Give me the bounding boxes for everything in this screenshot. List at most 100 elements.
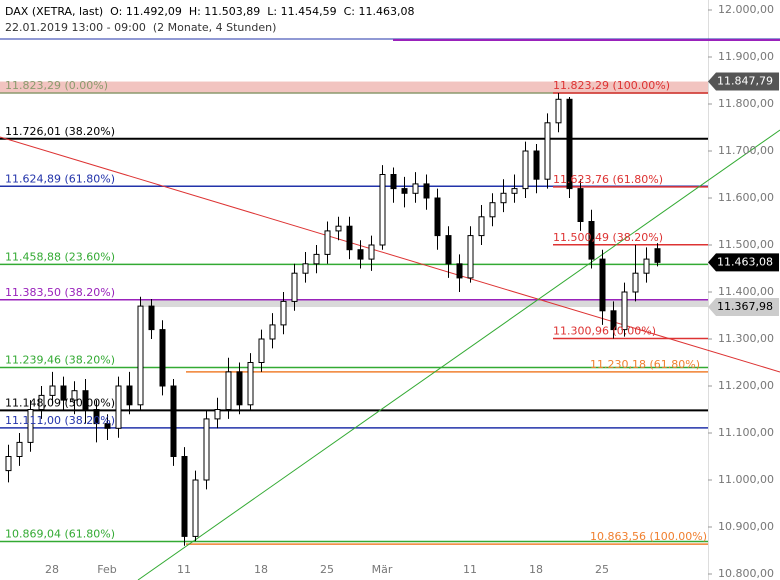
candle-body [192, 479, 199, 537]
candle-body [346, 225, 353, 251]
candle-body [467, 235, 474, 279]
zone-band [0, 81, 708, 94]
candle-body [368, 244, 375, 260]
level-label: 11.148,09 (50.00%) [5, 396, 115, 409]
level-label: 11.383,50 (38.20%) [5, 286, 115, 299]
candle-body [379, 174, 386, 246]
y-tick-label: 11.500,00 [718, 238, 774, 251]
candle-body [181, 456, 188, 537]
candle-body [60, 385, 67, 401]
level-label: 11.623,76 (61.80%) [553, 173, 663, 186]
price-badge [708, 253, 779, 272]
candle-body [247, 362, 254, 406]
candle-body [324, 230, 331, 255]
price-badge-label: 11.463,08 [717, 255, 773, 268]
level-label: 11.458,88 (23.60%) [5, 250, 115, 263]
candle-body [511, 188, 518, 194]
x-tick-label: 25 [595, 563, 609, 576]
price-badge-label: 11.847,79 [717, 75, 773, 88]
candle-body [258, 338, 265, 363]
candle-body [313, 253, 320, 265]
price-badge-label: 11.367,98 [717, 300, 773, 313]
background-layer [0, 0, 712, 580]
candle-body [126, 385, 133, 406]
candle-body [236, 371, 243, 406]
candle-body [610, 310, 617, 331]
y-tick-label: 11.200,00 [718, 379, 774, 392]
x-tick-label: 25 [320, 563, 334, 576]
candle-body [478, 216, 485, 237]
level-label: 11.300,96 (0.00%) [553, 325, 656, 338]
candle-body [137, 305, 144, 406]
candle-body [159, 329, 166, 387]
candle-body [214, 409, 221, 420]
level-label: 11.823,29 (0.00%) [5, 79, 108, 92]
candle-body [302, 263, 309, 274]
candle-body [269, 324, 276, 340]
candle-body [500, 192, 507, 204]
candle-body [225, 371, 232, 410]
trend-line [0, 136, 780, 373]
candle-body [280, 300, 287, 326]
candle-body [412, 183, 419, 194]
candle-body [423, 183, 430, 199]
x-tick-label: Mär [372, 563, 393, 576]
candle-body [643, 258, 650, 274]
level-label: 11.239,46 (38.20%) [5, 353, 115, 366]
candle-layer [5, 93, 661, 546]
candle-body [291, 272, 298, 302]
candle-body [599, 258, 606, 312]
y-tick-label: 11.900,00 [718, 50, 774, 63]
y-tick-label: 11.100,00 [718, 426, 774, 439]
level-label: 11.726,01 (38.20%) [5, 125, 115, 138]
chart-title: DAX (XETRA, last) O: 11.492,09 H: 11.503… [5, 5, 414, 18]
candle-body [170, 385, 177, 457]
level-label: 11.230,18 (61.80%) [590, 358, 700, 371]
candle-body [566, 98, 573, 190]
x-tick-label: 11 [463, 563, 477, 576]
x-tick-label: 18 [254, 563, 268, 576]
y-tick-label: 12.000,00 [718, 3, 774, 16]
level-label: 11.823,29 (100.00%) [553, 79, 670, 92]
x-tick-label: Feb [97, 563, 116, 576]
level-label: 11.500,49 (38.20%) [553, 231, 663, 244]
candle-body [544, 122, 551, 180]
candle-body [16, 441, 23, 457]
candle-body [82, 390, 89, 411]
candle-body [38, 394, 45, 410]
y-tick-label: 11.300,00 [718, 332, 774, 345]
candle-body [27, 409, 34, 443]
level-label: 11.624,89 (61.80%) [5, 172, 115, 185]
level-label: 11.111,00 (38.20%) [5, 414, 115, 427]
y-tick-label: 10.800,00 [718, 567, 774, 580]
trend-line [137, 129, 780, 580]
candle-body [533, 150, 540, 180]
candle-body [654, 248, 661, 263]
candle-body [5, 456, 12, 472]
y-tick-label: 10.900,00 [718, 520, 774, 533]
label-layer: DAX (XETRA, last) O: 11.492,09 H: 11.503… [5, 3, 779, 580]
zone-band [140, 299, 708, 308]
candle-body [115, 385, 122, 429]
candle-body [434, 197, 441, 237]
y-tick-label: 11.000,00 [718, 473, 774, 486]
x-tick-label: 28 [45, 563, 59, 576]
x-tick-label: 11 [177, 563, 191, 576]
candle-body [456, 263, 463, 279]
candle-body [357, 249, 364, 260]
candle-body [621, 291, 628, 331]
y-tick-label: 11.700,00 [718, 144, 774, 157]
candle-body [577, 188, 584, 223]
candle-body [555, 98, 562, 124]
candle-body [148, 305, 155, 331]
candle-body [203, 418, 210, 481]
candle-body [588, 221, 595, 260]
candle-body [632, 272, 639, 293]
candle-body [93, 409, 100, 425]
candle-body [401, 188, 408, 194]
candle-body [335, 225, 342, 232]
x-tick-label: 18 [529, 563, 543, 576]
candle-body [390, 174, 397, 190]
